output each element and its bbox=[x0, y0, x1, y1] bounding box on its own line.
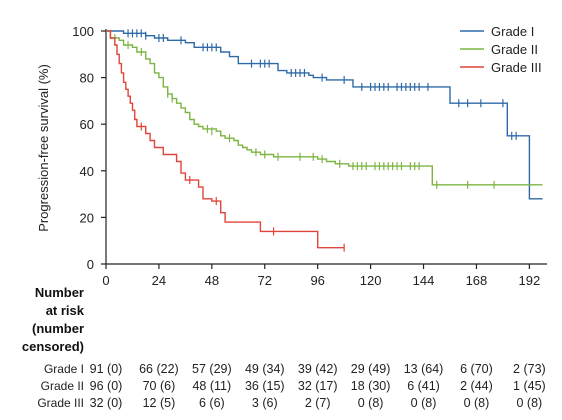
risk-cell: 12 (5) bbox=[143, 396, 176, 410]
risk-table: Number at risk (number censored) Grade I 91 (… bbox=[22, 285, 546, 410]
risk-cell: 70 (6) bbox=[143, 379, 176, 393]
risk-cell: 1 (45) bbox=[513, 379, 546, 393]
risk-table-heading: Number bbox=[35, 285, 84, 300]
x-tick-label: 48 bbox=[205, 273, 219, 288]
risk-cell: 6 (6) bbox=[199, 396, 225, 410]
risk-cell: 96 (0) bbox=[90, 379, 123, 393]
survival-curve-grade-ii bbox=[106, 30, 543, 186]
risk-table-heading: censored) bbox=[22, 339, 84, 354]
risk-cell: 0 (8) bbox=[517, 396, 543, 410]
risk-cell: 32 (0) bbox=[90, 396, 123, 410]
x-tick-label: 0 bbox=[102, 273, 109, 288]
x-tick-label: 120 bbox=[360, 273, 382, 288]
risk-cell: 57 (29) bbox=[192, 362, 232, 376]
risk-cell: 13 (64) bbox=[404, 362, 444, 376]
risk-cell: 0 (8) bbox=[464, 396, 490, 410]
survival-curve-grade-i bbox=[106, 30, 543, 200]
series-grade-iii bbox=[106, 30, 345, 252]
y-tick-label: 100 bbox=[72, 24, 94, 39]
risk-cell: 36 (15) bbox=[245, 379, 285, 393]
risk-cell: 2 (44) bbox=[460, 379, 493, 393]
series-layer bbox=[106, 29, 543, 252]
risk-cell: 6 (70) bbox=[460, 362, 493, 376]
risk-row-label: Grade I bbox=[44, 362, 84, 376]
y-tick-label: 20 bbox=[80, 210, 94, 225]
risk-table-heading: at risk bbox=[46, 303, 85, 318]
series-grade-ii bbox=[106, 30, 543, 189]
axes: 0 24 48 72 96 120 144 168 192 0 20 40 60 80 100 Progr… bbox=[36, 24, 547, 288]
legend-label-grade-ii: Grade II bbox=[491, 42, 538, 57]
x-tick-label: 24 bbox=[152, 273, 166, 288]
risk-cell: 39 (42) bbox=[298, 362, 338, 376]
risk-cell: 2 (73) bbox=[513, 362, 546, 376]
risk-cell: 29 (49) bbox=[351, 362, 391, 376]
risk-cell: 32 (17) bbox=[298, 379, 338, 393]
x-tick-label: 144 bbox=[413, 273, 435, 288]
risk-row-label: Grade II bbox=[41, 379, 84, 393]
y-tick-label: 0 bbox=[87, 257, 94, 272]
survival-curve-grade-iii bbox=[106, 30, 345, 249]
x-tick-label: 96 bbox=[310, 273, 324, 288]
legend: Grade I Grade II Grade III bbox=[460, 24, 542, 75]
risk-cell: 91 (0) bbox=[90, 362, 123, 376]
y-tick-label: 80 bbox=[80, 71, 94, 86]
risk-cell: 0 (8) bbox=[358, 396, 384, 410]
x-tick-label: 168 bbox=[466, 273, 488, 288]
risk-cell: 0 (8) bbox=[411, 396, 437, 410]
legend-label-grade-iii: Grade III bbox=[491, 60, 542, 75]
risk-cell: 2 (7) bbox=[305, 396, 331, 410]
series-grade-i bbox=[106, 29, 543, 200]
x-tick-label: 192 bbox=[519, 273, 541, 288]
risk-cell: 48 (11) bbox=[192, 379, 231, 393]
risk-cell: 6 (41) bbox=[407, 379, 440, 393]
x-tick-label: 72 bbox=[258, 273, 272, 288]
risk-cell: 3 (6) bbox=[252, 396, 278, 410]
risk-cell: 49 (34) bbox=[245, 362, 285, 376]
x-ticks: 0 24 48 72 96 120 144 168 192 bbox=[102, 264, 540, 288]
risk-row-label: Grade III bbox=[37, 396, 84, 410]
y-ticks: 0 20 40 60 80 100 bbox=[72, 24, 106, 272]
legend-label-grade-i: Grade I bbox=[491, 24, 534, 39]
y-axis-title: Progression-free survival (%) bbox=[36, 64, 51, 232]
risk-cell: 66 (22) bbox=[139, 362, 179, 376]
risk-table-heading: (number bbox=[32, 321, 84, 336]
risk-cell: 18 (30) bbox=[351, 379, 391, 393]
y-tick-label: 40 bbox=[80, 164, 94, 179]
y-tick-label: 60 bbox=[80, 117, 94, 132]
